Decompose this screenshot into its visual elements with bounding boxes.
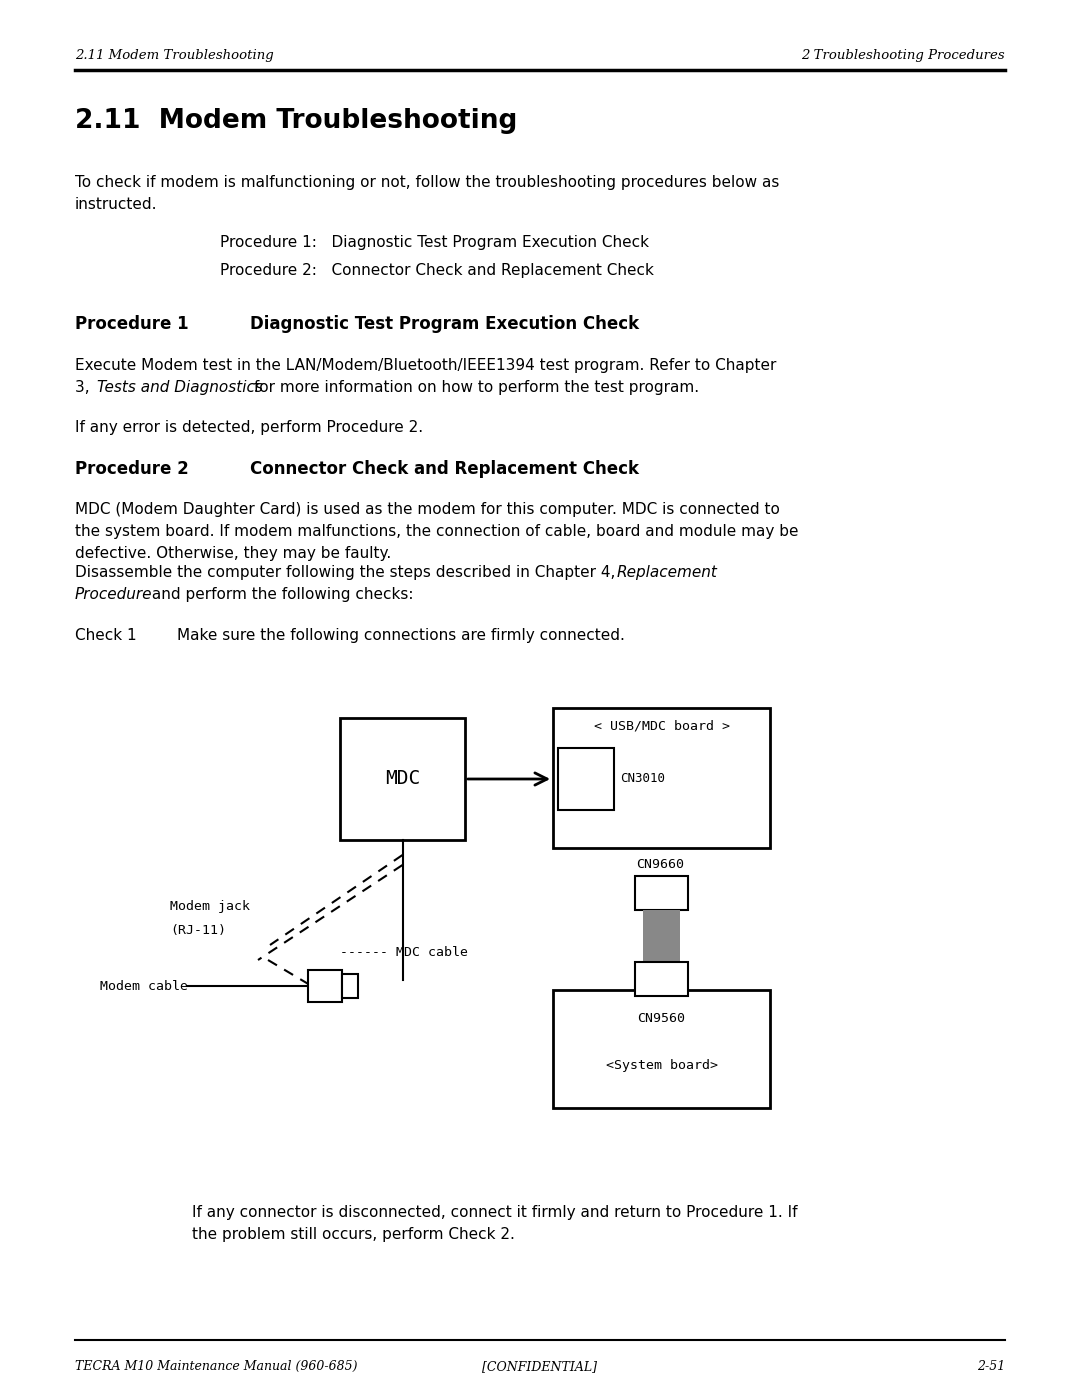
- Text: Disassemble the computer following the steps described in Chapter 4,: Disassemble the computer following the s…: [75, 564, 620, 580]
- Text: 2.11 Modem Troubleshooting: 2.11 Modem Troubleshooting: [75, 49, 273, 61]
- Text: Procedure 2:   Connector Check and Replacement Check: Procedure 2: Connector Check and Replace…: [220, 263, 653, 278]
- Text: MDC: MDC: [384, 770, 420, 788]
- Text: Procedure 2: Procedure 2: [75, 460, 189, 478]
- Text: If any connector is disconnected, connect it firmly and return to Procedure 1. I: If any connector is disconnected, connec…: [192, 1206, 797, 1220]
- Text: Procedure 1:   Diagnostic Test Program Execution Check: Procedure 1: Diagnostic Test Program Exe…: [220, 235, 649, 250]
- Text: 3,: 3,: [75, 380, 95, 395]
- Text: Modem jack: Modem jack: [170, 900, 249, 914]
- Bar: [635, 876, 688, 909]
- Text: CN9660: CN9660: [636, 859, 684, 872]
- Text: the system board. If modem malfunctions, the connection of cable, board and modu: the system board. If modem malfunctions,…: [75, 524, 798, 539]
- Text: Procedure 1: Procedure 1: [75, 314, 189, 332]
- Text: CN9560: CN9560: [637, 1011, 686, 1024]
- Text: the problem still occurs, perform Check 2.: the problem still occurs, perform Check …: [192, 1227, 515, 1242]
- Text: ------ MDC cable: ------ MDC cable: [340, 946, 468, 958]
- Text: 2-51: 2-51: [976, 1361, 1005, 1373]
- Text: MDC (Modem Daughter Card) is used as the modem for this computer. MDC is connect: MDC (Modem Daughter Card) is used as the…: [75, 502, 780, 517]
- Text: (RJ-11): (RJ-11): [170, 923, 226, 937]
- Text: Modem cable: Modem cable: [100, 979, 188, 992]
- Text: Procedure: Procedure: [75, 587, 152, 602]
- Text: CN3010: CN3010: [620, 773, 665, 785]
- Bar: [553, 990, 770, 1108]
- Text: If any error is detected, perform Procedure 2.: If any error is detected, perform Proced…: [75, 420, 423, 434]
- Text: 2.11  Modem Troubleshooting: 2.11 Modem Troubleshooting: [75, 108, 517, 134]
- Text: TECRA M10 Maintenance Manual (960-685): TECRA M10 Maintenance Manual (960-685): [75, 1361, 357, 1373]
- Text: < USB/MDC board >: < USB/MDC board >: [594, 719, 729, 732]
- Text: instructed.: instructed.: [75, 197, 158, 212]
- Text: and perform the following checks:: and perform the following checks:: [147, 587, 414, 602]
- Text: Diagnostic Test Program Execution Check: Diagnostic Test Program Execution Check: [249, 314, 639, 332]
- Text: 2 Troubleshooting Procedures: 2 Troubleshooting Procedures: [801, 49, 1005, 61]
- Text: Replacement: Replacement: [617, 564, 718, 580]
- Text: Check 1: Check 1: [75, 629, 137, 643]
- Text: To check if modem is malfunctioning or not, follow the troubleshooting procedure: To check if modem is malfunctioning or n…: [75, 175, 780, 190]
- Text: Tests and Diagnostics: Tests and Diagnostics: [97, 380, 262, 395]
- Bar: [340, 718, 465, 840]
- Bar: [553, 708, 770, 848]
- Bar: [342, 974, 357, 997]
- Text: for more information on how to perform the test program.: for more information on how to perform t…: [249, 380, 699, 395]
- Text: [CONFIDENTIAL]: [CONFIDENTIAL]: [483, 1361, 597, 1373]
- Text: Make sure the following connections are firmly connected.: Make sure the following connections are …: [177, 629, 625, 643]
- Text: defective. Otherwise, they may be faulty.: defective. Otherwise, they may be faulty…: [75, 546, 391, 562]
- Bar: [308, 970, 342, 1002]
- Bar: [643, 909, 680, 963]
- Text: Execute Modem test in the LAN/Modem/Bluetooth/IEEE1394 test program. Refer to Ch: Execute Modem test in the LAN/Modem/Blue…: [75, 358, 777, 373]
- Bar: [558, 747, 615, 810]
- Bar: [635, 963, 688, 996]
- Text: <System board>: <System board>: [606, 1059, 717, 1071]
- Text: Connector Check and Replacement Check: Connector Check and Replacement Check: [249, 460, 639, 478]
